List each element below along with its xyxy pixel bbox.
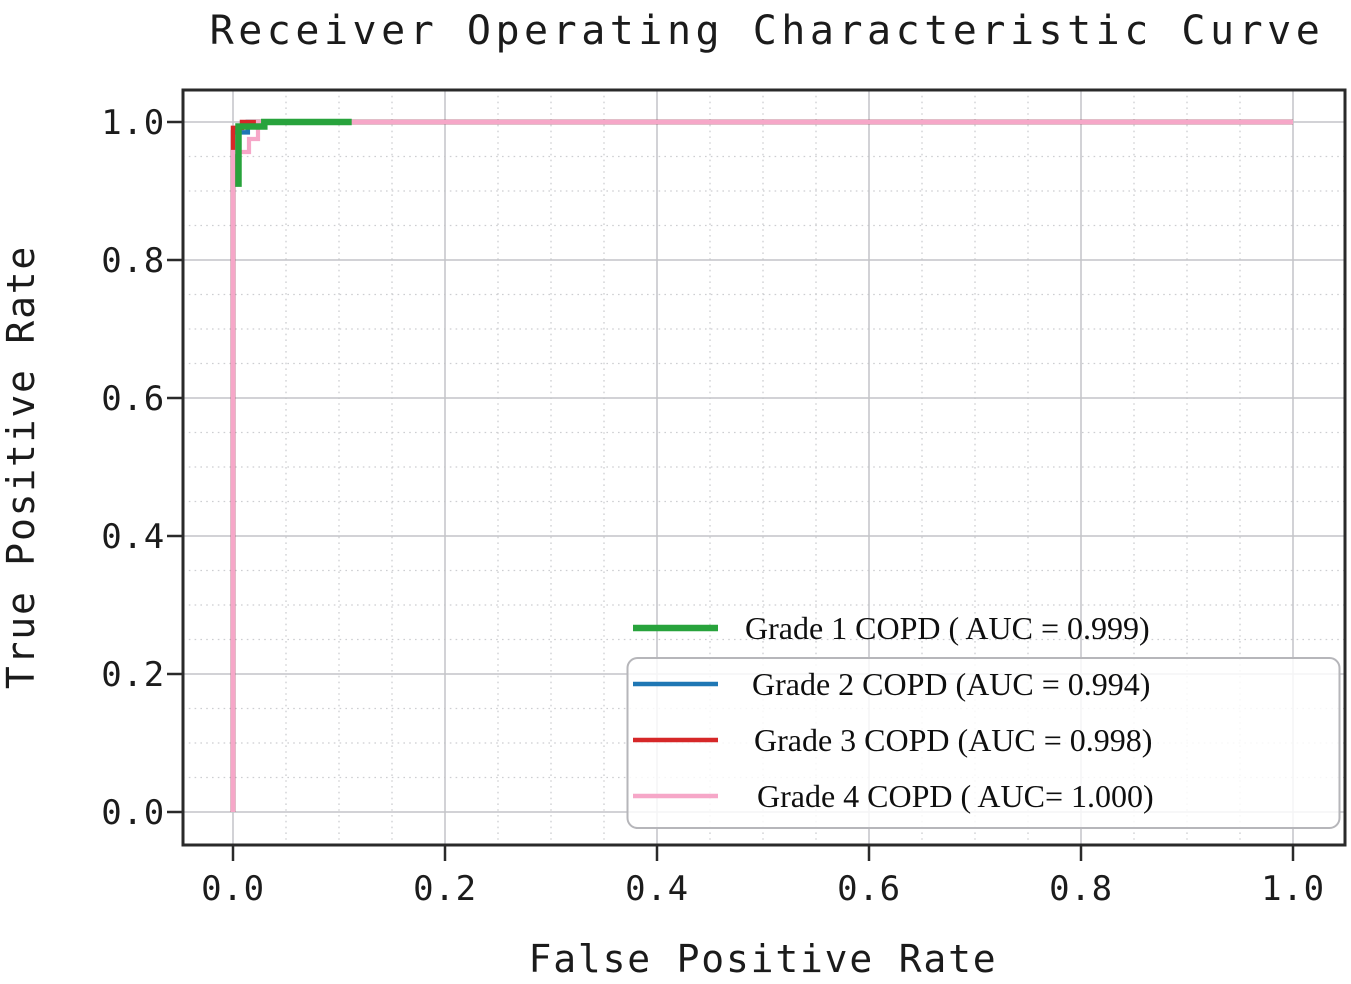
y-tick-label: 0.4 <box>101 517 165 557</box>
roc-curve-grade-1-copd <box>235 118 352 187</box>
y-tick-label: 0.6 <box>101 379 165 419</box>
y-tick-label: 0.2 <box>101 655 165 695</box>
legend-entry-label: Grade 4 COPD ( AUC= 1.000) <box>757 778 1154 814</box>
legend-entry-label: Grade 3 COPD (AUC = 0.998) <box>754 722 1152 758</box>
y-tick-label: 0.8 <box>101 241 165 281</box>
x-tick-label: 0.8 <box>1049 869 1113 909</box>
y-tick-label: 0.0 <box>101 793 165 833</box>
legend-entry-label: Grade 1 COPD ( AUC = 0.999) <box>745 610 1150 646</box>
chart-title: Receiver Operating Characteristic Curve <box>210 8 1325 54</box>
legend-entry-label: Grade 2 COPD (AUC = 0.994) <box>752 666 1150 702</box>
legend-box <box>626 657 1341 829</box>
axis-tick-labels: 0.0 0.2 0.4 0.6 0.8 1.0 0.0 0.2 0.4 0.6 0.8 1.0 <box>101 103 1325 909</box>
x-tick-label: 0.2 <box>413 869 477 909</box>
x-tick-label: 0.4 <box>625 869 689 909</box>
legend-entry: Grade 2 COPD (AUC = 0.994) <box>633 666 1150 702</box>
x-tick-label: 1.0 <box>1261 869 1325 909</box>
legend-entry: Grade 4 COPD ( AUC= 1.000) <box>633 778 1154 814</box>
roc-curve-grade-4-copd <box>230 119 1293 812</box>
axis-ticks <box>167 120 1295 861</box>
x-tick-label: 0.0 <box>201 869 265 909</box>
x-axis-label: False Positive Rate <box>529 937 998 981</box>
plot-frame <box>181 88 1347 847</box>
x-tick-label: 0.6 <box>837 869 901 909</box>
legend-entry: Grade 1 COPD ( AUC = 0.999) <box>633 610 1150 646</box>
roc-curves <box>230 118 1293 812</box>
legend-entry: Grade 3 COPD (AUC = 0.998) <box>633 722 1152 758</box>
y-axis-label: True Positive Rate <box>0 245 43 689</box>
y-tick-label: 1.0 <box>101 103 165 143</box>
legend: Grade 1 COPD ( AUC = 0.999) Grade 2 COPD … <box>626 610 1341 829</box>
